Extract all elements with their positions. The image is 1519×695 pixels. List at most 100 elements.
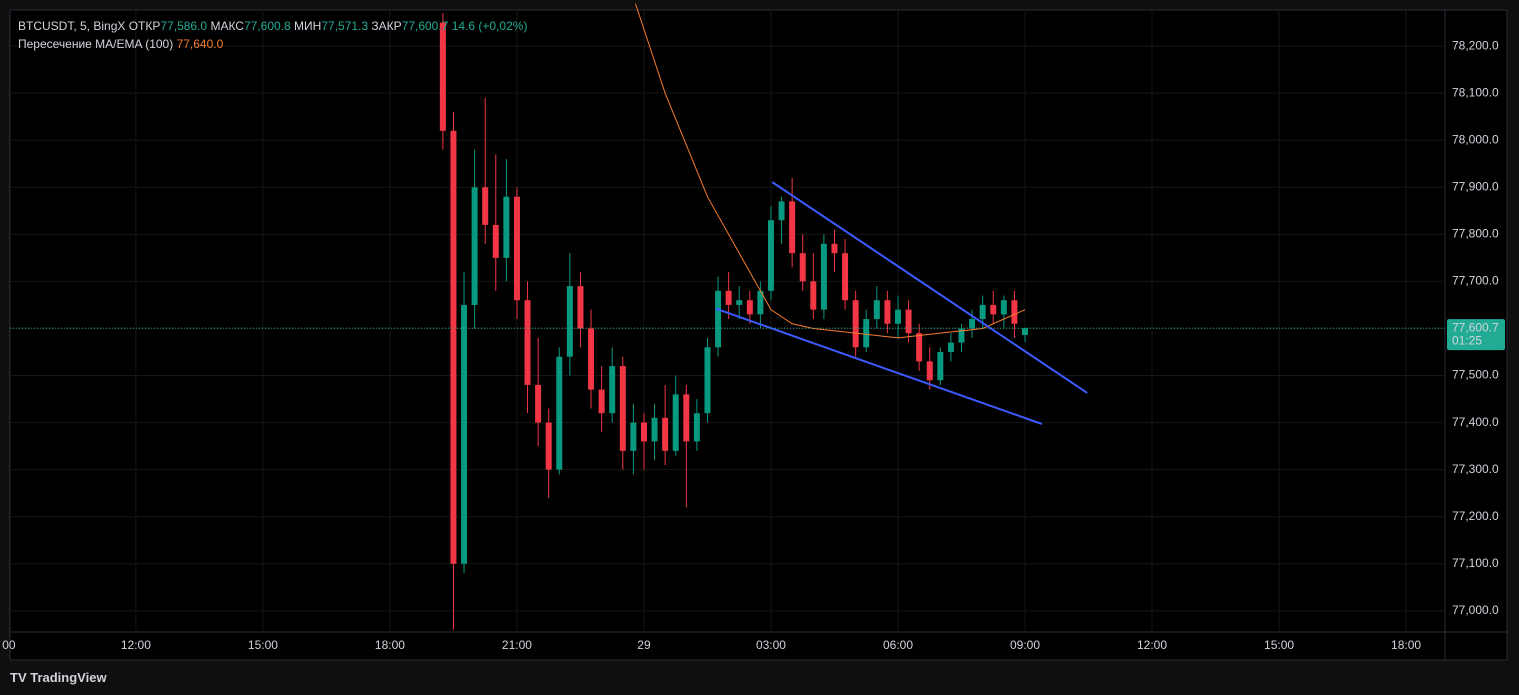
x-tick-label: 15:00 [1264,638,1294,652]
y-tick-label: 77,800.0 [1452,227,1499,241]
candle-body [588,328,595,390]
candle-body [556,356,563,470]
candle-body [609,366,616,414]
candle-body [725,290,732,305]
candle-body [630,422,637,451]
candle-body [873,300,880,320]
y-tick-label: 77,400.0 [1452,415,1499,429]
x-tick-label: 00 [2,638,16,652]
y-tick-label: 77,700.0 [1452,274,1499,288]
candle-body [894,309,901,324]
indicator[interactable]: Пересечение MA/EMA (100) [18,37,174,51]
label: МАКС [210,19,244,33]
legend-row: Пересечение MA/EMA (100) 77,640.0 [18,35,527,53]
trendline [771,181,1088,394]
x-tick-label: 21:00 [502,638,532,652]
frame [9,9,1508,661]
candle-body [979,304,986,320]
x-tick-label: 18:00 [1391,638,1421,652]
candle-body [471,187,478,305]
logo[interactable]: TV TradingView [10,670,107,685]
candle-body [990,304,997,315]
candle-body [524,300,531,385]
candle-body [545,422,552,470]
value: 77,600.7 [401,19,449,33]
candle-body [831,243,838,254]
y-tick-label: 77,300.0 [1452,462,1499,476]
candle-body [1022,328,1029,336]
candle-body [1000,300,1007,315]
candle-body [1011,300,1018,324]
candle-body [842,253,849,301]
label: ЗАКР [371,19,402,33]
candle-body [937,352,944,381]
price-timer: 01:25 [1452,333,1482,347]
symbol: BTCUSDT, 5, BingX [18,19,126,33]
indicator-value: 77,640.0 [176,37,224,51]
candle-body [683,394,690,442]
y-tick-label: 77,900.0 [1452,179,1499,193]
y-tick-label: 78,000.0 [1452,132,1499,146]
candle-body [757,290,764,315]
x-tick-label: 15:00 [248,638,278,652]
value: 77,600.8 [243,19,291,33]
x-tick-label: 29 [637,638,651,652]
x-tick-label: 09:00 [1010,638,1040,652]
candle-body [513,196,520,301]
candle-body [905,309,912,334]
label: МИН [294,19,322,33]
candle-body [799,253,806,282]
candle-body [926,361,933,381]
candle-body [492,224,499,258]
candle-body [450,130,457,564]
y-tick-label: 78,100.0 [1452,85,1499,99]
candle-body [852,300,859,348]
candle-body [619,366,626,451]
candle-body [958,328,965,343]
candle-body [947,342,954,352]
candle-body [916,333,923,362]
y-tick-label: 77,200.0 [1452,509,1499,523]
x-tick-label: 12:00 [121,638,151,652]
candle-body [810,281,817,310]
price-label: 77,600.7 [1452,320,1499,334]
candle-body [884,300,891,324]
candle-body [640,422,647,442]
trendline [715,307,1043,425]
candle-body [461,304,468,564]
x-tick-label: 12:00 [1137,638,1167,652]
candle-body [704,347,711,414]
candle-body [969,319,976,329]
candle-body [746,300,753,315]
candle-body [566,286,573,357]
value: 77,571.3 [321,19,369,33]
candle-body [672,394,679,451]
candle-body [535,384,542,423]
candle-body [715,290,722,348]
y-tick-label: 77,500.0 [1452,368,1499,382]
candle-body [778,201,785,221]
candle-body [482,187,489,225]
candle-body [598,389,605,414]
candle-body [577,286,584,329]
x-tick-label: 18:00 [375,638,405,652]
candle-body [767,220,774,291]
candle-body [503,196,510,258]
candle-body [439,22,446,131]
change: 14.6 (+0,02%) [451,19,528,33]
legend-row: BTCUSDT, 5, BingX ОТКР77,586.0 МАКС77,60… [18,17,527,35]
y-tick-label: 78,200.0 [1452,38,1499,52]
value: 77,586.0 [160,19,208,33]
price-badge [1447,319,1505,351]
candle-body [651,417,658,442]
candle-body [820,243,827,310]
label: ОТКР [128,19,161,33]
candle-body [736,300,743,305]
x-tick-label: 06:00 [883,638,913,652]
y-tick-label: 77,100.0 [1452,556,1499,570]
x-tick-label: 03:00 [756,638,786,652]
legend: BTCUSDT, 5, BingX ОТКР77,586.0 МАКС77,60… [18,17,527,53]
candle-body [863,319,870,348]
